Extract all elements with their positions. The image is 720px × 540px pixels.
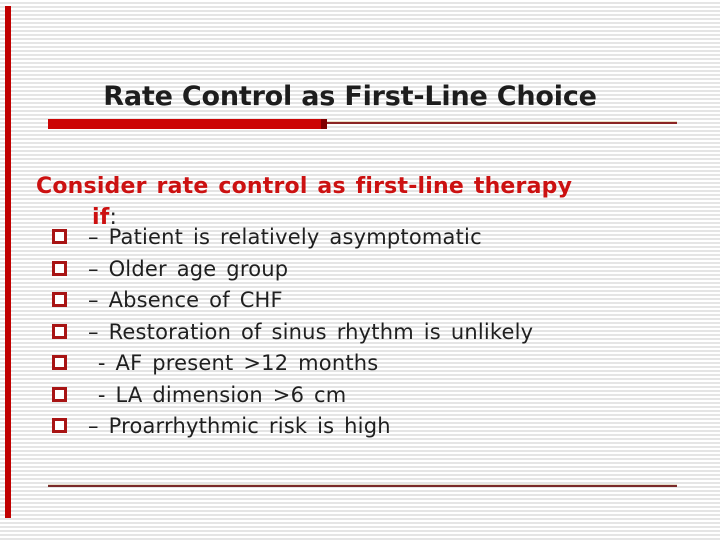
bullet-square-icon (52, 418, 67, 433)
list-item: – Absence of CHF (52, 287, 533, 319)
bullet-square-icon (52, 292, 67, 307)
bullet-text: – Patient is relatively asymptomatic (88, 225, 482, 249)
bullet-square-icon (52, 355, 67, 370)
bullet-text: - LA dimension >6 cm (88, 382, 347, 407)
list-item: – Patient is relatively asymptomatic (52, 224, 533, 256)
slide-title: Rate Control as First-Line Choice (103, 81, 597, 112)
list-item: - AF present >12 months (52, 350, 533, 382)
bullet-text: - AF present >12 months (88, 351, 379, 375)
title-underline-bar (48, 119, 327, 129)
list-item: - LA dimension >6 cm (52, 382, 533, 414)
bottom-divider-line (48, 484, 677, 487)
heading-line1: Consider rate control as first-line ther… (36, 174, 573, 199)
heading-block: Consider rate control as first-line ther… (36, 171, 572, 233)
title-underline-thin-line (327, 121, 677, 124)
bullet-square-icon (52, 229, 67, 244)
bullet-text: – Restoration of sinus rhythm is unlikel… (88, 319, 534, 344)
list-item: – Proarrhythmic risk is high (52, 413, 533, 445)
bullet-list: – Patient is relatively asymptomatic – O… (52, 224, 533, 445)
bullet-square-icon (52, 386, 67, 402)
bullet-square-icon (52, 323, 67, 339)
bullet-square-icon (52, 260, 67, 276)
bullet-text: – Absence of CHF (88, 288, 283, 312)
bullet-text: – Older age group (88, 256, 289, 281)
heading-line2: if: (36, 202, 572, 233)
heading-line2-word: if (92, 205, 110, 230)
list-item: – Older age group (52, 256, 533, 288)
heading-line2-colon: : (109, 205, 118, 230)
list-item: – Restoration of sinus rhythm is unlikel… (52, 319, 533, 351)
bullet-text: – Proarrhythmic risk is high (88, 414, 391, 438)
left-accent-bar (5, 6, 11, 518)
